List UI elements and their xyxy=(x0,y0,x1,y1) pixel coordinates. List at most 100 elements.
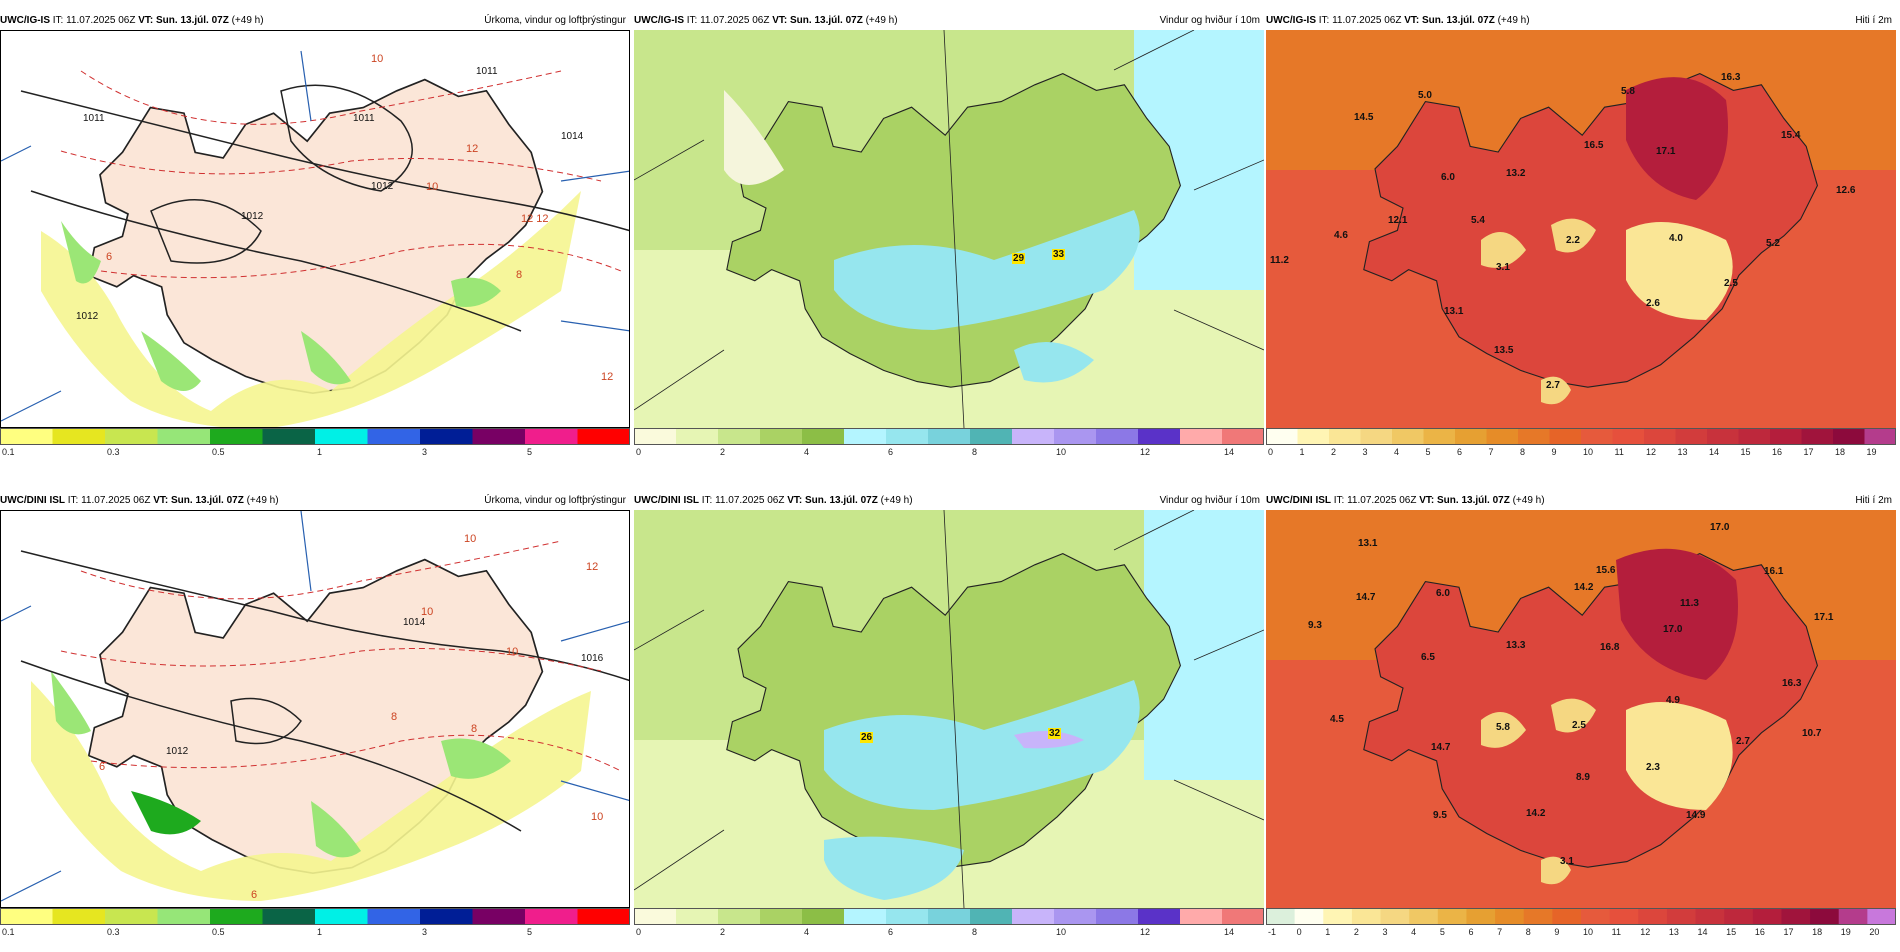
precip-map[interactable]: 1014 1012 1016 10 12 10 10 8 6 8 10 6 xyxy=(0,510,630,908)
colorbar-swatch xyxy=(1638,908,1668,924)
colorbar-swatch xyxy=(1833,428,1865,444)
colorbar-tick-label: 16 xyxy=(1755,927,1765,937)
valid-time-label: VT: xyxy=(153,495,169,506)
colorbar-tick-label: 0 xyxy=(636,447,641,457)
colorbar-tick-label: 12 xyxy=(1140,447,1150,457)
colorbar-tick-label: 4 xyxy=(1411,927,1416,937)
temp-value: 9.5 xyxy=(1433,810,1447,821)
panel-title: Úrkoma, vindur og loftþrýstingur xyxy=(484,495,626,506)
colorbar-swatch xyxy=(1392,428,1424,444)
colorbar-swatch xyxy=(1810,908,1840,924)
temp-value: 13.1 xyxy=(1358,538,1378,549)
colorbar-swatch xyxy=(1138,428,1181,444)
colorbar-swatch xyxy=(210,428,263,444)
colorbar-swatch xyxy=(1581,908,1611,924)
valid-time: Sun. 13.júl. 07Z xyxy=(171,495,244,506)
colorbar-tick-label: 9 xyxy=(1552,447,1557,457)
colorbar-swatch xyxy=(210,908,263,924)
lead-time: (+49 h) xyxy=(231,15,264,26)
colorbar-tick-label: 19 xyxy=(1841,927,1851,937)
colorbar-tick-label: 11 xyxy=(1612,927,1621,937)
valid-time: Sun. 13.júl. 07Z xyxy=(790,15,863,26)
temp-label: 10 xyxy=(591,811,604,823)
temp-value: 13.1 xyxy=(1444,306,1464,317)
colorbar-tick-label: 3 xyxy=(1363,447,1368,457)
temp-value: 14.2 xyxy=(1574,582,1594,593)
temp-label: 12 xyxy=(466,143,479,155)
model-name: UWC/IG-IS xyxy=(0,15,50,26)
isobar-label: 1014 xyxy=(561,131,584,142)
temp-value: 2.5 xyxy=(1572,720,1586,731)
colorbar-tick-label: 5 xyxy=(527,927,532,937)
colorbar-tick-label: 1 xyxy=(317,927,322,937)
temperature-map[interactable]: 13.1 14.7 6.0 15.6 17.0 16.1 9.3 14.2 11… xyxy=(1266,510,1896,908)
temp-value: 5.4 xyxy=(1471,215,1485,226)
wind-map[interactable]: 26 32 xyxy=(634,510,1264,908)
colorbar-swatch xyxy=(1549,428,1582,444)
colorbar-border xyxy=(634,908,1264,925)
colorbar-tick-label: 0.1 xyxy=(2,927,15,937)
temperature-map[interactable]: 14.5 5.0 5.8 16.3 16.5 17.1 15.4 6.0 13.… xyxy=(1266,30,1896,428)
colorbar-tick-label: 4 xyxy=(804,447,809,457)
colorbar-tick-label: 5 xyxy=(527,447,532,457)
colorbar-swatch xyxy=(0,908,53,924)
colorbar: -1 0 1 2 3 4 5 6 7 8 9 10 11 12 13 14 15 16 17 18 19 20 xyxy=(1266,908,1896,938)
colorbar-tick-label: 0.3 xyxy=(107,927,120,937)
model-name: UWC/DINI ISL xyxy=(1266,495,1331,506)
gust-label: 26 xyxy=(860,732,874,743)
colorbar-tick-label: 9 xyxy=(1554,927,1559,937)
colorbar-swatch xyxy=(1523,908,1553,924)
colorbar-swatch xyxy=(1222,428,1264,444)
colorbar-tick-label: 0 xyxy=(636,927,641,937)
temp-value: 12.1 xyxy=(1388,215,1408,226)
temp-value: 6.0 xyxy=(1441,172,1455,183)
temp-value: 14.5 xyxy=(1354,112,1374,123)
panel-title: Vindur og hviður í 10m xyxy=(1159,15,1260,26)
colorbar-tick-label: 17 xyxy=(1783,927,1793,937)
colorbar: 0.10.30.51351015203050 xyxy=(0,908,630,938)
colorbar-border xyxy=(1266,908,1896,925)
lead-time: (+49 h) xyxy=(1497,15,1530,26)
lead-time: (+49 h) xyxy=(880,495,913,506)
init-time: IT: 11.07.2025 06Z xyxy=(686,15,770,26)
colorbar-swatch xyxy=(676,428,719,444)
init-time: IT: 11.07.2025 06Z xyxy=(1318,15,1402,26)
temp-value: 17.1 xyxy=(1814,612,1834,623)
temp-label: 10 xyxy=(421,606,434,618)
colorbar-tick-label: 4 xyxy=(804,927,809,937)
colorbar-tick-label: 6 xyxy=(1468,927,1473,937)
isobar-label: 1012 xyxy=(241,211,264,222)
model-name: UWC/IG-IS xyxy=(1266,15,1316,26)
colorbar-tick-label: 12 xyxy=(1646,447,1656,457)
colorbar-swatch xyxy=(1054,908,1097,924)
colorbar-tick-label: 3 xyxy=(1383,927,1388,937)
colorbar-swatch xyxy=(315,428,368,444)
colorbar-tick-label: 14 xyxy=(1224,447,1234,457)
colorbar-swatch xyxy=(676,908,719,924)
colorbar-tick-label: 0 xyxy=(1297,927,1302,937)
colorbar-tick-label: 1 xyxy=(317,447,322,457)
colorbar-swatch xyxy=(420,908,473,924)
panel-header: UWC/IG-IS IT: 11.07.2025 06Z VT: Sun. 13… xyxy=(0,12,630,30)
temp-value: 4.0 xyxy=(1669,233,1683,244)
colorbar-swatch xyxy=(1323,908,1353,924)
colorbar-tick-label: 12 xyxy=(1640,927,1650,937)
panel-wind-dini: UWC/DINI ISL IT: 11.07.2025 06Z VT: Sun.… xyxy=(634,492,1264,952)
isobar-label: 1012 xyxy=(166,746,189,757)
colorbar-tick-label: 4 xyxy=(1394,447,1399,457)
colorbar-swatch xyxy=(262,908,316,924)
temp-label: 12 xyxy=(601,371,614,383)
colorbar-swatch xyxy=(1222,908,1264,924)
init-time: IT: 11.07.2025 06Z xyxy=(701,495,785,506)
valid-time: Sun. 13.júl. 07Z xyxy=(805,495,878,506)
colorbar-tick-label: 13 xyxy=(1669,927,1679,937)
wind-map[interactable]: 29 33 xyxy=(634,30,1264,428)
temp-value: 2.6 xyxy=(1646,298,1660,309)
colorbar-tick-label: 19 xyxy=(1867,447,1877,457)
colorbar-swatch xyxy=(1138,908,1181,924)
temp-value: 12.6 xyxy=(1836,185,1856,196)
colorbar-tick-label: 2 xyxy=(1331,447,1336,457)
temp-value: 14.2 xyxy=(1526,808,1546,819)
precip-map[interactable]: 1011 1011 1011 1012 1012 1012 1014 10 10… xyxy=(0,30,630,428)
colorbar-swatch xyxy=(760,908,803,924)
